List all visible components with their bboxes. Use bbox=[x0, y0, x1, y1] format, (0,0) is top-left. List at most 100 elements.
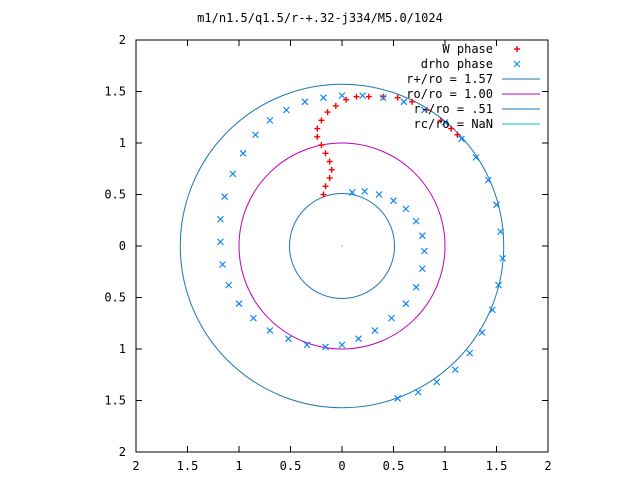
drho-phase-x-b bbox=[400, 98, 408, 106]
drho-phase-x-b bbox=[250, 314, 257, 322]
drho-phase-x-b bbox=[219, 261, 226, 268]
drho-phase-x-b bbox=[320, 94, 327, 102]
w-phase-point-6 bbox=[318, 142, 325, 149]
x-tick-label: 0.5 bbox=[383, 459, 405, 473]
drho-phase-x-b bbox=[441, 119, 449, 126]
drho-phase-x-b bbox=[433, 378, 441, 386]
x-tick-label: 1.5 bbox=[486, 459, 508, 473]
drho-phase-point-19 bbox=[250, 314, 257, 322]
legend-label-4: r-/ro = .51 bbox=[414, 102, 493, 116]
drho-phase-x-b bbox=[229, 170, 237, 178]
drho-phase-point-7 bbox=[421, 247, 428, 255]
drho-phase-point-41 bbox=[484, 176, 492, 184]
legend-label-3: ro/ro = 1.00 bbox=[406, 87, 493, 101]
drho-phase-x-b bbox=[355, 335, 362, 343]
chart-title: m1/n1.5/q1.5/r-+.32-j334/M5.0/1024 bbox=[197, 11, 443, 25]
drho-phase-point-50 bbox=[433, 378, 441, 386]
drho-phase-point-38 bbox=[441, 119, 449, 126]
drho-phase-x-b bbox=[266, 116, 274, 124]
w-phase-point-12 bbox=[343, 96, 350, 103]
w-phase-point-2 bbox=[326, 175, 333, 182]
legend-label-0: W phase bbox=[442, 42, 493, 56]
x-axis-tick-labels: 2 1.5 1 0.5 0 0.5 1 1.5 2 bbox=[132, 459, 551, 473]
drho-phase-point-27 bbox=[239, 149, 247, 157]
drho-phase-point-40 bbox=[472, 154, 480, 161]
drho-phase-point-29 bbox=[266, 116, 274, 124]
drho-phase-point-43 bbox=[497, 228, 505, 235]
w-phase-point-16 bbox=[394, 94, 401, 101]
drho-phase-x-b bbox=[371, 327, 379, 334]
drho-phase-x-b bbox=[458, 135, 465, 143]
w-phase-point-7 bbox=[314, 133, 321, 140]
drho-phase-x-b bbox=[493, 201, 500, 209]
drho-phase-x-b bbox=[217, 215, 224, 223]
w-phase-point-15 bbox=[380, 93, 387, 100]
w-phase-point-0 bbox=[320, 191, 327, 198]
y-tick-label: 0.5 bbox=[104, 188, 126, 202]
drho-phase-point-0 bbox=[348, 189, 356, 196]
w-phase-point-21 bbox=[454, 131, 461, 138]
drho-phase-point-16 bbox=[303, 341, 311, 349]
w-phase-point-1 bbox=[322, 183, 329, 190]
w-phase-point-20 bbox=[448, 125, 455, 132]
drho-phase-point-23 bbox=[217, 238, 224, 246]
drho-phase-point-5 bbox=[412, 217, 420, 225]
drho-phase-x-b bbox=[421, 247, 428, 255]
drho-phase-point-18 bbox=[266, 327, 274, 334]
drho-phase-x-b bbox=[252, 131, 259, 139]
drho-phase-point-28 bbox=[252, 131, 259, 139]
y-tick-label: 1.5 bbox=[104, 85, 126, 99]
x-tick-label: 1.5 bbox=[177, 459, 199, 473]
drho-phase-point-22 bbox=[219, 261, 226, 268]
drho-phase-point-47 bbox=[478, 329, 486, 336]
origin-dot bbox=[341, 245, 343, 247]
drho-phase-x-b bbox=[472, 154, 480, 161]
drho-phase-point-10 bbox=[402, 300, 410, 308]
drho-phase-x-b bbox=[495, 281, 502, 289]
w-phase-point-5 bbox=[322, 150, 329, 157]
drho-phase-point-42 bbox=[493, 201, 500, 209]
drho-phase-x-b bbox=[484, 176, 492, 184]
drho-phase-point-21 bbox=[225, 281, 233, 289]
drho-phase-x-b bbox=[266, 327, 274, 334]
drho-phase-x-b bbox=[282, 106, 290, 114]
x-tick-label: 1 bbox=[235, 459, 242, 473]
w-phase-point-13 bbox=[353, 93, 360, 100]
drho-phase-x-b bbox=[412, 283, 420, 291]
drho-phase-point-45 bbox=[495, 281, 502, 289]
drho-phase-x-b bbox=[414, 388, 422, 396]
drho-phase-x-b bbox=[497, 228, 505, 235]
drho-phase-point-13 bbox=[355, 335, 362, 343]
drho-phase-point-51 bbox=[414, 388, 422, 396]
y-tick-label: 1.5 bbox=[104, 394, 126, 408]
drho-phase-point-39 bbox=[458, 135, 465, 143]
w-phase-point-9 bbox=[318, 117, 325, 124]
drho-phase-x-b bbox=[478, 329, 486, 336]
y-axis-tick-labels: 2 1.5 1 0.5 0 0.5 1 1.5 2 bbox=[104, 33, 126, 459]
drho-phase-point-34 bbox=[359, 92, 366, 100]
drho-phase-x-b bbox=[361, 188, 369, 195]
drho-phase-point-48 bbox=[466, 349, 474, 357]
drho-phase-x-b bbox=[322, 343, 329, 351]
drho-phase-point-20 bbox=[235, 300, 243, 308]
y-tick-label: 2 bbox=[119, 33, 126, 47]
drho-phase-x-b bbox=[301, 98, 309, 106]
legend-label-2: r+/ro = 1.57 bbox=[406, 72, 493, 86]
drho-phase-x-b bbox=[412, 217, 420, 225]
drho-phase-point-11 bbox=[388, 314, 395, 322]
drho-phase-point-33 bbox=[338, 92, 346, 100]
drho-phase-point-35 bbox=[379, 94, 387, 102]
drho-phase-point-44 bbox=[499, 254, 507, 262]
drho-phase-x-b bbox=[402, 300, 410, 308]
drho-phase-point-24 bbox=[217, 215, 224, 223]
drho-phase-x-b bbox=[379, 94, 387, 102]
drho-phase-point-2 bbox=[375, 191, 383, 198]
drho-phase-x-b bbox=[303, 341, 311, 349]
drho-phase-x-b bbox=[239, 149, 247, 157]
y-tick-label: 1 bbox=[119, 342, 126, 356]
x-tick-label: 0 bbox=[338, 459, 345, 473]
drho-phase-point-1 bbox=[361, 188, 369, 195]
drho-phase-point-46 bbox=[488, 306, 496, 314]
drho-phase-x-b bbox=[235, 300, 243, 308]
drho-phase-x-b bbox=[418, 232, 426, 240]
